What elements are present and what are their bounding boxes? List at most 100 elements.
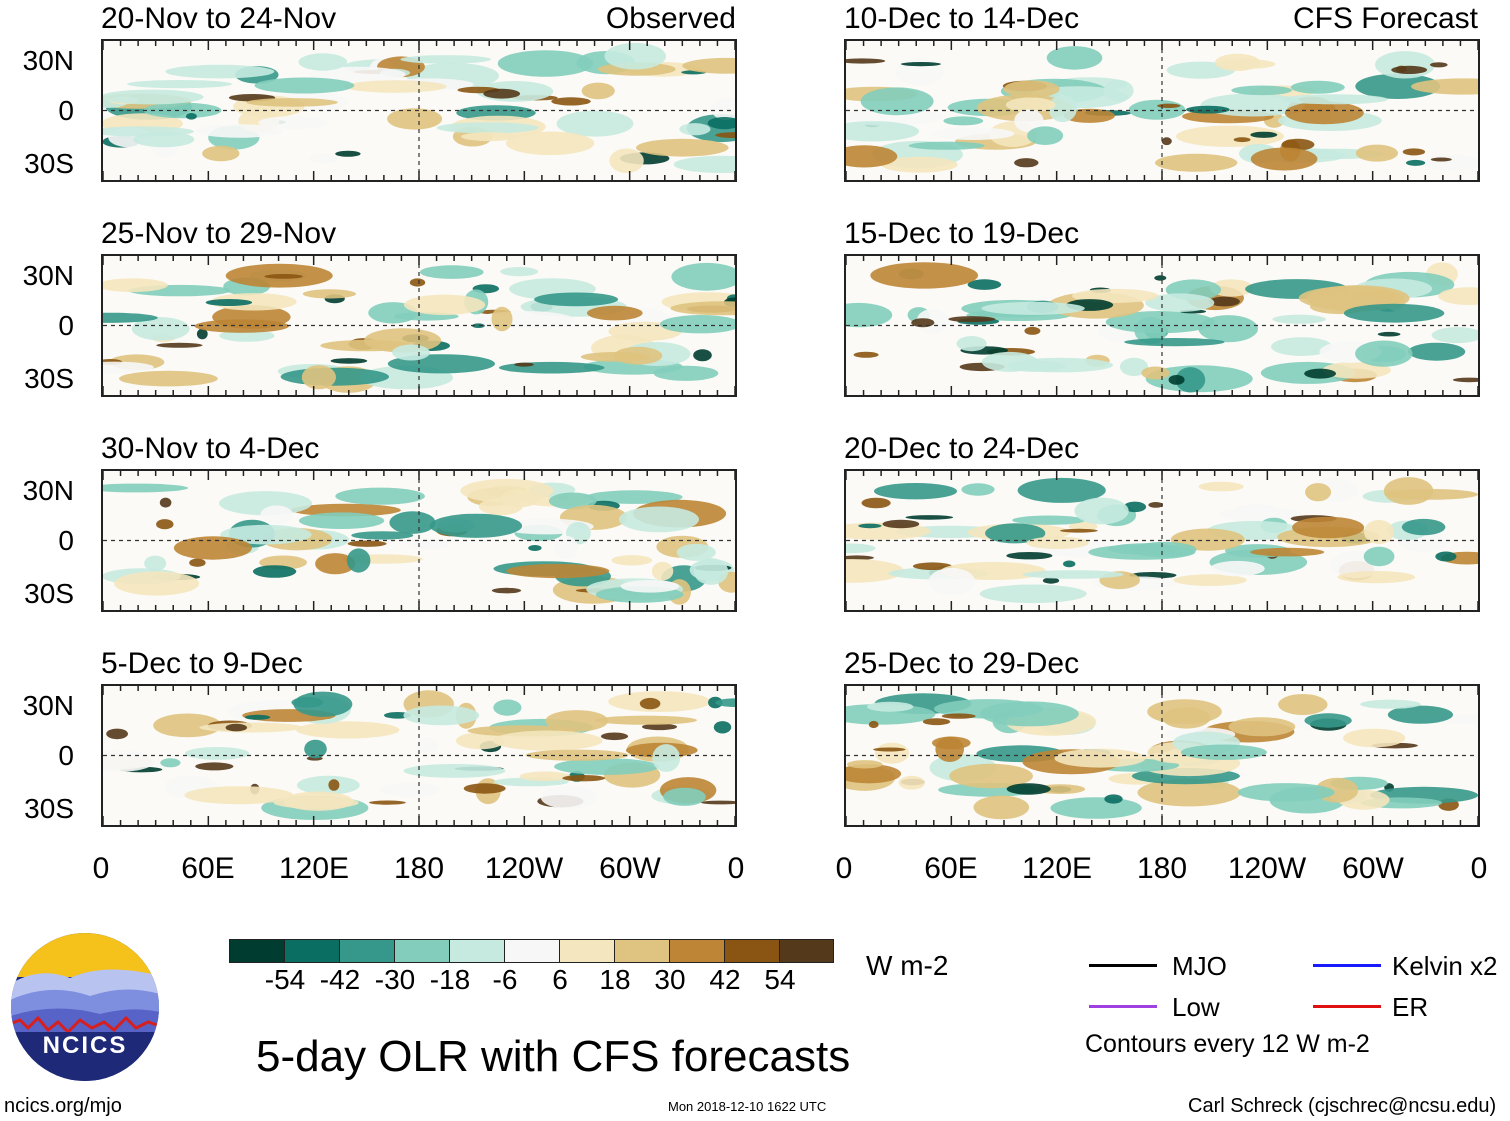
map-panel-obs-2	[101, 254, 737, 397]
main-title: 5-day OLR with CFS forecasts	[256, 1032, 851, 1081]
olr-anomaly-blob	[456, 732, 505, 750]
olr-anomaly-blob	[1343, 728, 1406, 748]
olr-anomaly-blob	[870, 262, 979, 289]
olr-anomaly-blob	[387, 108, 443, 130]
olr-anomaly-blob	[210, 293, 297, 311]
olr-anomaly-blob	[1176, 125, 1284, 147]
olr-anomaly-field	[846, 41, 1478, 180]
olr-anomaly-blob	[619, 506, 699, 533]
olr-anomaly-blob	[1280, 94, 1388, 105]
olr-anomaly-blob	[948, 316, 996, 323]
olr-anomaly-blob	[404, 294, 486, 315]
colorbar-swatch	[450, 940, 505, 962]
olr-anomaly-blob	[708, 696, 723, 709]
olr-anomaly-blob	[1154, 275, 1167, 281]
olr-anomaly-field	[103, 686, 735, 825]
olr-anomaly-blob	[1123, 501, 1147, 513]
olr-anomaly-blob	[581, 82, 615, 100]
olr-anomaly-blob	[931, 736, 971, 750]
olr-anomaly-blob	[860, 87, 934, 116]
legend-line-kelvin	[1313, 964, 1381, 967]
olr-anomaly-blob	[671, 262, 735, 291]
olr-anomaly-blob	[1186, 105, 1230, 114]
olr-anomaly-blob	[189, 558, 206, 567]
olr-anomaly-blob	[298, 53, 348, 71]
olr-anomaly-field	[846, 686, 1478, 825]
colorbar-swatch	[395, 940, 450, 962]
olr-anomaly-blob	[1042, 577, 1060, 584]
olr-anomaly-blob	[1401, 518, 1446, 536]
olr-anomaly-blob	[611, 555, 653, 566]
olr-anomaly-blob	[981, 301, 1085, 315]
olr-anomaly-blob	[1452, 377, 1478, 383]
olr-anomaly-blob	[707, 117, 735, 130]
olr-anomaly-blob	[715, 132, 735, 139]
olr-anomaly-blob	[548, 492, 597, 510]
olr-anomaly-blob	[1343, 303, 1445, 323]
legend-label-mjo: MJO	[1172, 951, 1227, 981]
map-panel-fc-2	[844, 254, 1480, 397]
olr-anomaly-blob	[264, 274, 303, 279]
olr-anomaly-blob	[636, 138, 729, 157]
olr-anomaly-blob	[985, 523, 1046, 544]
olr-anomaly-blob	[506, 131, 595, 156]
olr-anomaly-blob	[506, 563, 610, 579]
colorbar-swatch	[560, 940, 615, 962]
olr-anomaly-blob	[846, 121, 920, 142]
olr-anomaly-blob	[260, 505, 294, 525]
olr-anomaly-blob	[378, 782, 441, 797]
lon-label-0-end: 0	[1470, 852, 1488, 885]
olr-anomaly-blob	[949, 763, 1033, 789]
olr-anomaly-blob	[491, 306, 513, 332]
map-panel-fc-3	[844, 469, 1480, 612]
olr-anomaly-blob	[562, 775, 606, 782]
olr-anomaly-field	[103, 41, 735, 180]
olr-anomaly-blob	[713, 721, 732, 734]
logo-text: NCICS	[42, 1032, 128, 1059]
ncics-logo-icon	[11, 933, 159, 1081]
olr-anomaly-blob	[1387, 705, 1453, 724]
olr-anomaly-blob	[1422, 154, 1478, 171]
olr-anomaly-blob	[1364, 520, 1394, 544]
colorbar-swatch	[615, 940, 670, 962]
lon-label-60w: 60W	[1342, 852, 1404, 885]
colorbar-tick: 30	[654, 964, 686, 995]
map-panel-fc-1	[844, 39, 1480, 182]
lon-label-120e: 120E	[1021, 852, 1093, 885]
olr-anomaly-blob	[1250, 147, 1318, 171]
olr-anomaly-blob	[1431, 327, 1478, 344]
olr-anomaly-blob	[1281, 138, 1315, 151]
olr-anomaly-blob	[620, 580, 680, 593]
lat-label-eq: 0	[58, 740, 74, 771]
lon-label-60e: 60E	[181, 852, 235, 885]
colorbar-swatch	[725, 940, 780, 962]
olr-anomaly-blob	[196, 124, 282, 138]
olr-anomaly-blob	[1046, 46, 1103, 70]
colorbar-tick: -18	[429, 964, 471, 995]
olr-anomaly-blob	[1233, 137, 1251, 143]
olr-anomaly-blob	[900, 62, 941, 67]
lon-label-120e: 120E	[278, 852, 350, 885]
olr-anomaly-blob	[609, 148, 644, 173]
olr-anomaly-blob	[1148, 502, 1163, 508]
olr-anomaly-blob	[461, 132, 518, 142]
olr-anomaly-blob	[1363, 546, 1395, 567]
olr-anomaly-blob	[143, 102, 222, 119]
olr-anomaly-blob	[528, 545, 542, 551]
website-link[interactable]: ncics.org/mjo	[4, 1095, 122, 1117]
olr-anomaly-blob	[651, 561, 674, 581]
olr-anomaly-blob	[463, 783, 506, 794]
olr-anomaly-blob	[493, 699, 522, 716]
olr-anomaly-blob	[653, 365, 719, 381]
lon-label-0: 0	[92, 852, 110, 885]
map-panel-obs-4	[101, 684, 737, 827]
olr-anomaly-blob	[912, 562, 952, 570]
olr-anomaly-blob	[1219, 59, 1276, 69]
olr-anomaly-blob	[309, 66, 406, 83]
lat-label-30s: 30S	[24, 793, 74, 824]
olr-anomaly-blob	[392, 344, 430, 361]
olr-anomaly-blob	[173, 536, 252, 560]
panel-title-obs-3: 30-Nov to 4-Dec	[101, 432, 320, 465]
olr-anomaly-blob	[1250, 547, 1325, 557]
panel-title-fc-3: 20-Dec to 24-Dec	[844, 432, 1080, 465]
